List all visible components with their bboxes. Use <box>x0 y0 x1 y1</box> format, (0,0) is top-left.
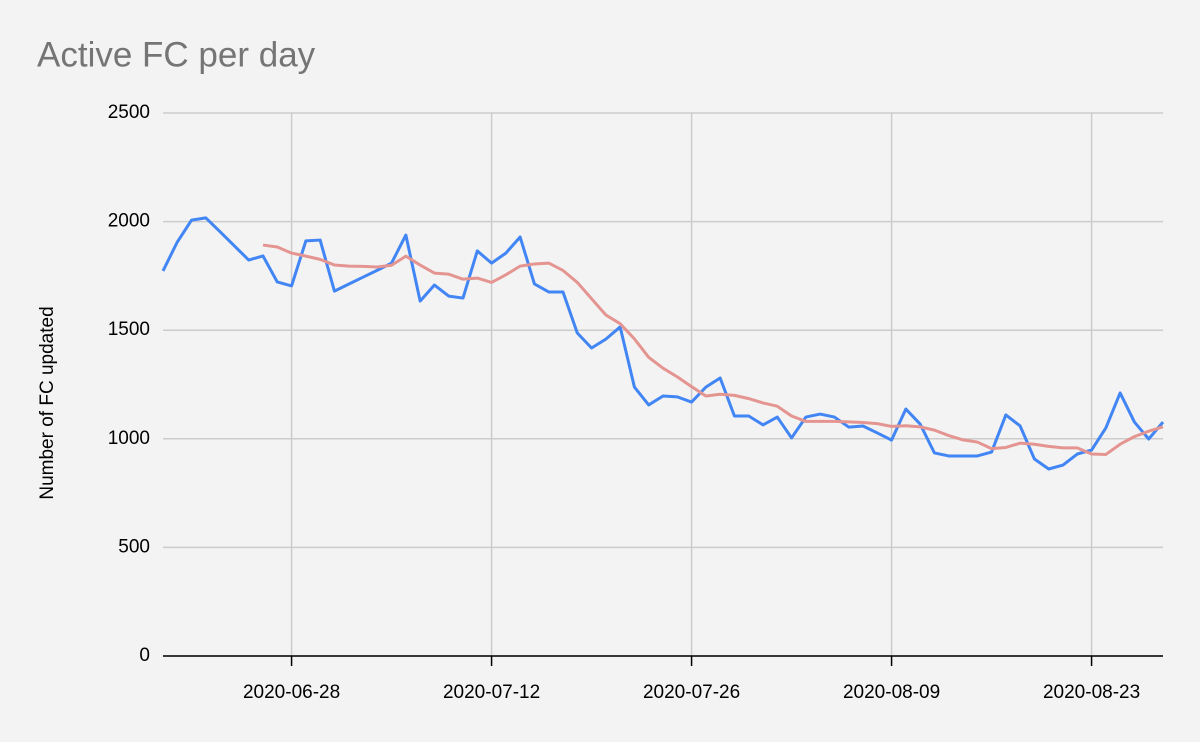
data-line <box>262 243 1164 456</box>
x-tick-label: 2020-07-26 <box>643 682 740 703</box>
x-tick-label: 2020-06-28 <box>243 682 340 703</box>
y-tick-label: 2500 <box>108 102 150 123</box>
y-tick-label: 0 <box>139 645 150 666</box>
y-axis-title: Number of FC updated <box>37 306 58 499</box>
chart-title: Active FC per day <box>37 35 316 74</box>
y-tick-label: 1500 <box>108 319 150 340</box>
y-tick-label: 1000 <box>108 428 150 449</box>
y-tick-label: 500 <box>118 536 150 557</box>
x-tick-label: 2020-08-23 <box>1043 682 1140 703</box>
x-tick-label: 2020-07-12 <box>443 682 540 703</box>
data-line <box>161 216 1165 471</box>
x-tick-label: 2020-08-09 <box>843 682 940 703</box>
y-tick-label: 2000 <box>108 211 150 232</box>
